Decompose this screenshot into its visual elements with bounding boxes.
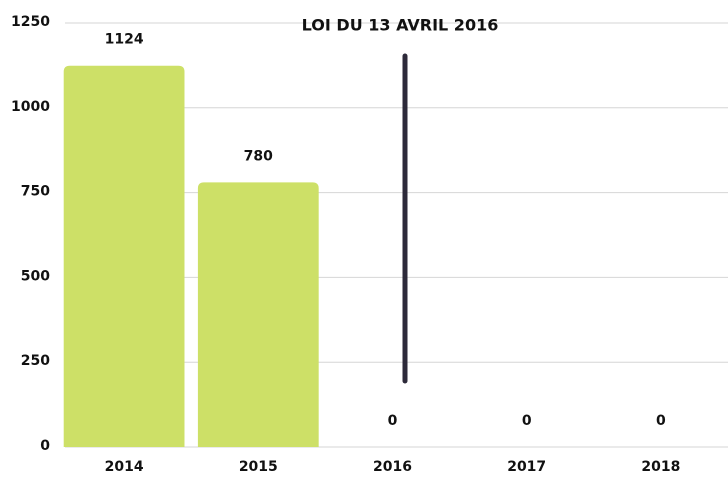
x-tick-label: 2018 [641, 459, 680, 475]
y-tick-label: 500 [21, 268, 50, 284]
bar [197, 182, 319, 447]
y-tick-label: 250 [21, 353, 50, 369]
x-tick-label: 2015 [239, 459, 278, 475]
data-label: 1124 [105, 32, 144, 48]
y-tick-label: 1250 [11, 14, 50, 30]
bar [63, 65, 185, 447]
data-label: 0 [656, 413, 666, 429]
data-label: 0 [388, 413, 398, 429]
data-label: 780 [244, 148, 273, 164]
x-tick-label: 2017 [507, 459, 546, 475]
x-tick-label: 2016 [373, 459, 412, 475]
y-tick-label: 1000 [11, 99, 50, 115]
x-tick-label: 2014 [105, 459, 144, 475]
annotation: LOI DU 13 AVRIL 2016 [302, 16, 499, 35]
y-tick-label: 750 [21, 184, 50, 200]
data-label: 0 [522, 413, 532, 429]
y-tick-label: 0 [40, 438, 50, 454]
